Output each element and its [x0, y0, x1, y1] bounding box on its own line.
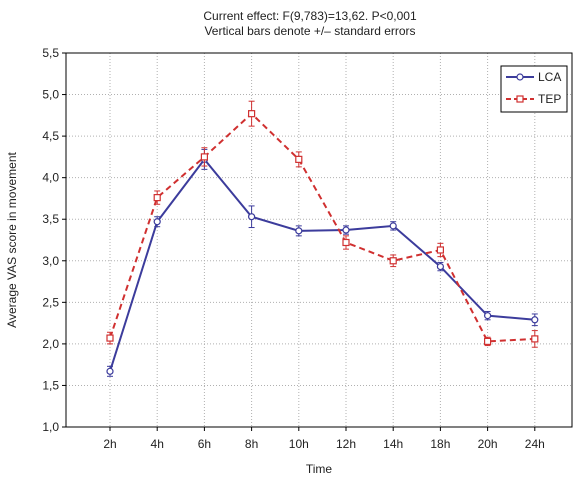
x-tick-label: 20h	[478, 437, 498, 451]
data-point-tep	[200, 153, 208, 161]
series-line-tep	[109, 112, 535, 343]
y-axis-label: Average VAS score in movement	[5, 152, 19, 328]
legend: LCA TEP	[500, 65, 568, 113]
x-tick-label: 12h	[336, 437, 356, 451]
series-group	[106, 100, 539, 377]
x-tick-label: 24h	[525, 437, 545, 451]
legend-marker-lca	[516, 73, 524, 81]
y-tick-label: 3,0	[42, 254, 59, 268]
y-tick-label: 1,5	[42, 378, 59, 392]
data-point-lca	[484, 312, 492, 320]
data-point-tep	[106, 334, 114, 342]
y-tick-label: 1,0	[42, 420, 59, 434]
plot-area	[65, 52, 573, 428]
data-point-tep	[389, 257, 397, 265]
data-point-lca	[436, 262, 444, 271]
legend-box	[500, 65, 568, 113]
legend-label-tep: TEP	[538, 92, 561, 106]
y-axis: 1,0 1,5 2,0 2,5 3,0 3,5 4,0 4,5 5,0 5,5	[42, 46, 66, 434]
data-point-lca	[248, 213, 256, 221]
y-tick-label: 4,0	[42, 171, 59, 185]
y-tick-label: 5,0	[42, 88, 59, 102]
data-point-lca	[295, 227, 303, 235]
data-point-tep	[531, 335, 539, 343]
x-tick-label: 4h	[151, 437, 164, 451]
data-point-lca	[342, 226, 350, 234]
y-tick-label: 2,0	[42, 337, 59, 351]
data-point-tep	[295, 155, 303, 163]
data-point-tep	[153, 194, 161, 202]
x-tick-label: 8h	[245, 437, 258, 451]
x-axis: 2h 4h 6h 8h 10h 12h 14h 18h 20h 24h	[103, 427, 545, 451]
data-point-lca	[106, 367, 114, 375]
y-tick-label: 3,5	[42, 212, 59, 226]
legend-label-lca: LCA	[538, 70, 561, 84]
x-tick-label: 18h	[430, 437, 450, 451]
y-tick-label: 4,5	[42, 129, 59, 143]
data-point-lca	[153, 218, 161, 226]
y-tick-label: 2,5	[42, 295, 59, 309]
data-point-tep	[484, 337, 492, 345]
data-point-tep	[342, 238, 350, 247]
x-tick-label: 14h	[383, 437, 403, 451]
series-tep	[106, 100, 539, 348]
gridlines	[66, 53, 572, 427]
y-tick-label: 5,5	[42, 46, 59, 60]
chart-subtitle: Vertical bars denote +/– standard errors	[204, 24, 415, 38]
legend-marker-tep	[516, 95, 524, 103]
series-lca	[106, 148, 539, 377]
x-tick-label: 6h	[198, 437, 211, 451]
data-point-lca	[531, 316, 539, 324]
x-tick-label: 2h	[103, 437, 116, 451]
x-axis-label: Time	[306, 462, 333, 476]
x-tick-label: 10h	[289, 437, 309, 451]
data-point-lca	[389, 222, 397, 230]
chart-title: Current effect: F(9,783)=13,62. P<0,001	[203, 9, 417, 23]
series-line-lca	[109, 157, 535, 372]
data-point-tep	[436, 246, 444, 254]
data-point-tep	[248, 110, 256, 118]
